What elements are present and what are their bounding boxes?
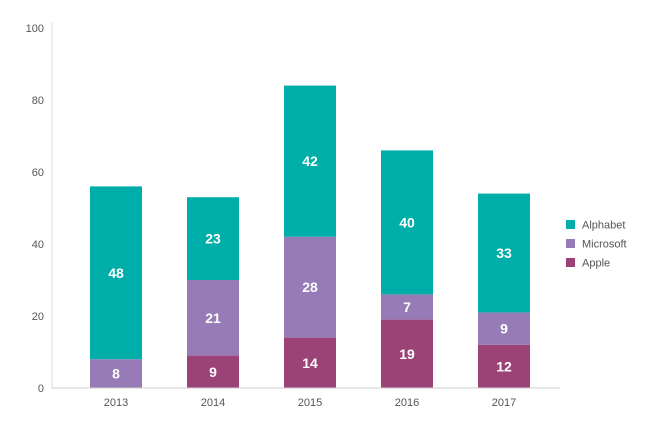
data-label-apple-2017: 12: [496, 358, 512, 374]
bar-segment-microsoft-2015: [284, 236, 336, 338]
x-tick-label: 2016: [395, 397, 419, 409]
data-label-microsoft-2015: 28: [302, 279, 318, 295]
bar-segment-alphabet-2015: [284, 85, 336, 237]
legend-label-apple: Apple: [582, 258, 610, 270]
bar-segment-microsoft-2013: [90, 359, 142, 388]
y-tick-label: 20: [32, 311, 44, 323]
data-label-alphabet-2016: 40: [399, 214, 415, 230]
y-axis-ticks: 0 20 40 60 80 100: [26, 23, 44, 395]
data-label-alphabet-2015: 42: [302, 153, 318, 169]
data-label-apple-2015: 14: [302, 355, 318, 371]
data-label-microsoft-2016: 7: [403, 299, 411, 315]
x-tick-label: 2014: [201, 397, 225, 409]
data-label-apple-2016: 19: [399, 346, 415, 362]
legend-swatch-apple: [566, 258, 575, 267]
bar-segment-alphabet-2016: [381, 150, 433, 295]
y-tick-label: 100: [26, 23, 44, 35]
data-label-microsoft-2017: 9: [500, 321, 508, 337]
x-tick-label: 2013: [104, 397, 128, 409]
bars: 8 48 9 21 23 14 28 42 19 7 40 12 9 33: [90, 85, 530, 388]
bar-segment-microsoft-2014: [187, 280, 239, 356]
y-tick-label: 60: [32, 167, 44, 179]
data-label-alphabet-2013: 48: [108, 265, 124, 281]
x-tick-label: 2017: [492, 397, 516, 409]
data-label-apple-2014: 9: [209, 364, 217, 380]
data-label-microsoft-2013: 8: [112, 366, 120, 382]
bar-segment-apple-2017: [478, 344, 530, 388]
bar-segment-alphabet-2013: [90, 186, 142, 360]
bar-segment-microsoft-2016: [381, 294, 433, 320]
legend: Alphabet Microsoft Apple: [566, 220, 627, 270]
legend-label-alphabet: Alphabet: [582, 220, 625, 232]
x-tick-label: 2015: [298, 397, 322, 409]
data-label-alphabet-2017: 33: [496, 245, 512, 261]
legend-swatch-alphabet: [566, 220, 575, 229]
bar-segment-microsoft-2017: [478, 312, 530, 345]
y-tick-label: 0: [38, 383, 44, 395]
data-label-alphabet-2014: 23: [205, 231, 221, 247]
y-tick-label: 40: [32, 239, 44, 251]
bar-segment-apple-2015: [284, 337, 336, 388]
bar-segment-apple-2016: [381, 319, 433, 388]
bar-segment-apple-2014: [187, 355, 239, 388]
bar-segment-alphabet-2014: [187, 197, 239, 280]
legend-label-microsoft: Microsoft: [582, 239, 627, 251]
y-tick-label: 80: [32, 95, 44, 107]
x-axis-ticks: 2013 2014 2015 2016 2017: [104, 397, 516, 409]
bar-segment-alphabet-2017: [478, 193, 530, 313]
data-label-microsoft-2014: 21: [205, 310, 221, 326]
legend-swatch-microsoft: [566, 239, 575, 248]
